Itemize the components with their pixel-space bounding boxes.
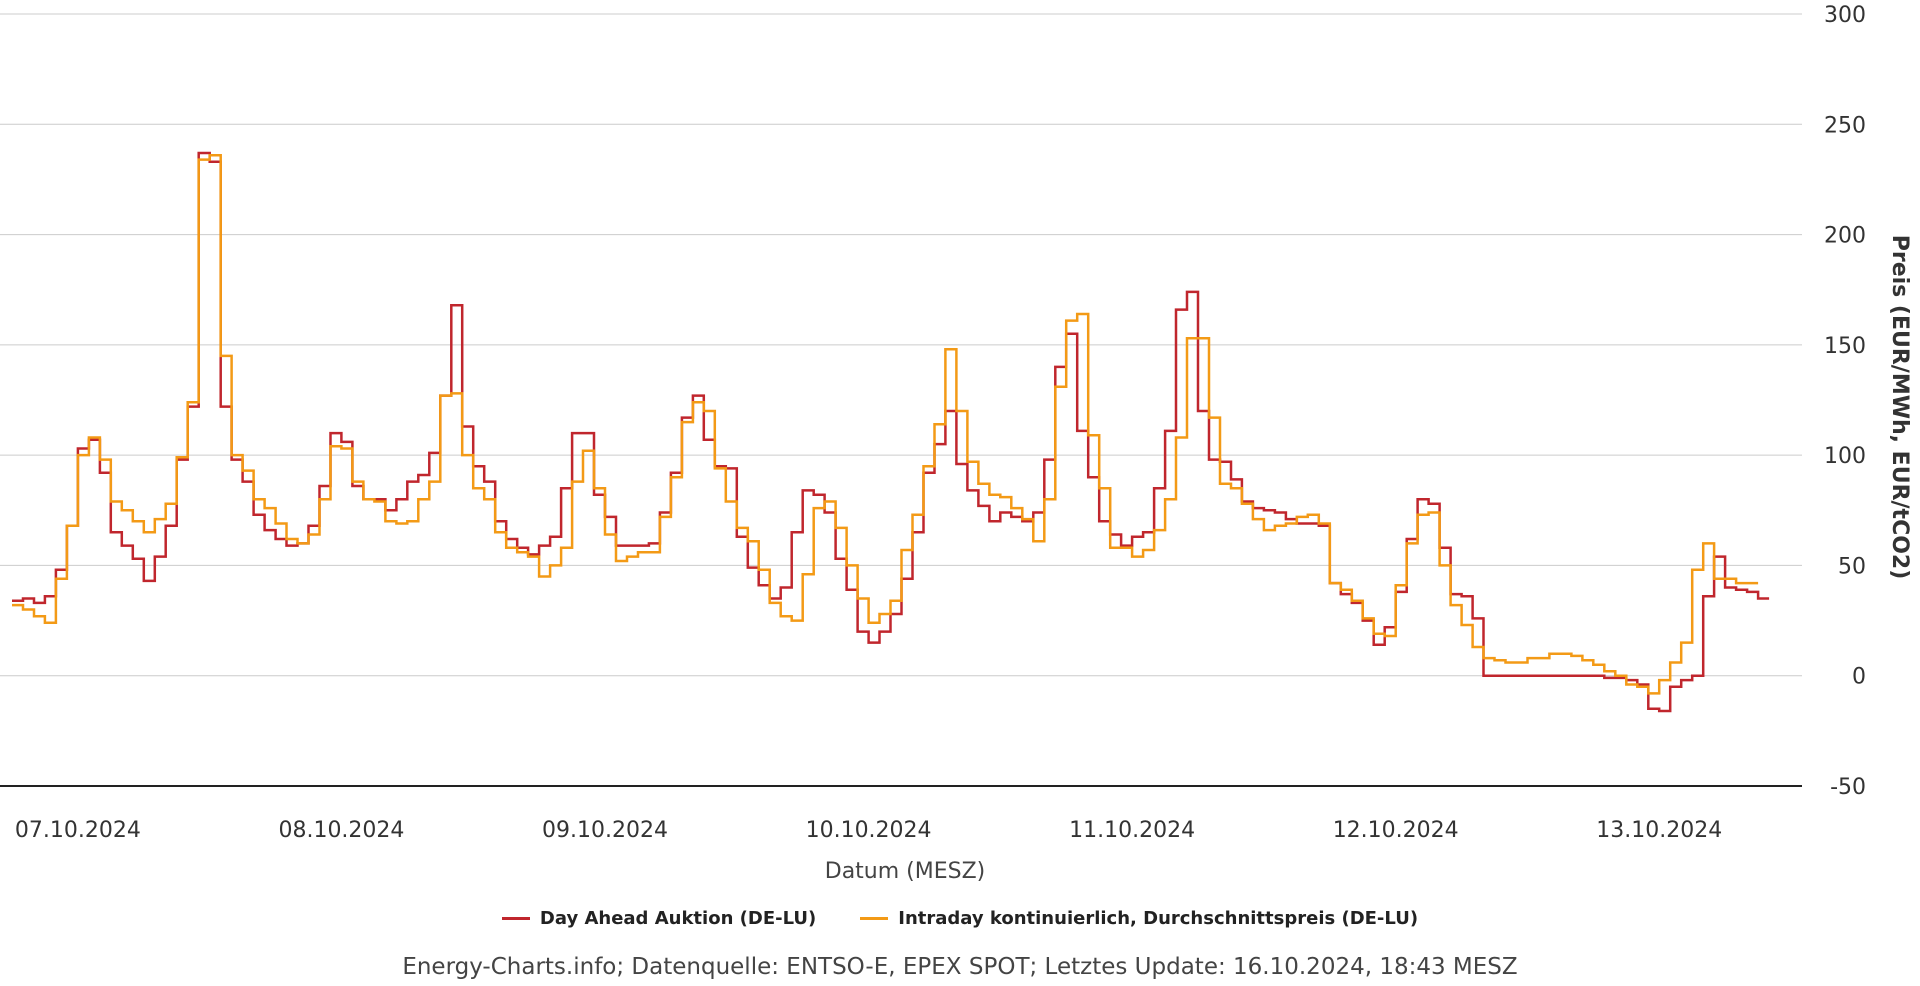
legend-item-day-ahead[interactable]: Day Ahead Auktion (DE-LU) xyxy=(501,908,817,929)
x-axis-title: Datum (MESZ) xyxy=(825,859,986,884)
legend-label-intraday: Intraday kontinuierlich, Durchschnittspr… xyxy=(898,908,1419,929)
source-footnote: Energy-Charts.info; Datenquelle: ENTSO-E… xyxy=(402,954,1518,980)
series-lines xyxy=(12,151,1770,713)
gridlines xyxy=(0,13,1802,787)
x-tick-label: 09.10.2024 xyxy=(542,818,668,843)
x-tick-label: 11.10.2024 xyxy=(1069,818,1195,843)
x-tick-label: 13.10.2024 xyxy=(1596,818,1722,843)
x-tick-label: 12.10.2024 xyxy=(1333,818,1459,843)
price-chart: 300 250 200 150 100 50 0 -50 07.10.2024 08.10.20… xyxy=(0,3,1912,884)
y-tick-label: 0 xyxy=(1852,665,1866,690)
series-line-intraday xyxy=(12,153,1759,695)
y-axis-ticks: 300 250 200 150 100 50 0 -50 xyxy=(1824,3,1866,800)
legend-label-day-ahead: Day Ahead Auktion (DE-LU) xyxy=(539,908,817,929)
y-tick-label: 250 xyxy=(1824,113,1866,138)
legend-swatch-day-ahead xyxy=(501,917,530,920)
legend-swatch-intraday xyxy=(860,917,889,920)
x-tick-label: 08.10.2024 xyxy=(278,818,404,843)
x-tick-label: 10.10.2024 xyxy=(806,818,932,843)
legend-item-intraday[interactable]: Intraday kontinuierlich, Durchschnittspr… xyxy=(860,908,1418,929)
x-tick-label: 07.10.2024 xyxy=(15,818,141,843)
y-tick-label: 150 xyxy=(1824,334,1866,359)
y-tick-label: -50 xyxy=(1830,775,1866,800)
y-tick-label: 50 xyxy=(1838,554,1866,579)
legend: Day Ahead Auktion (DE-LU) Intraday konti… xyxy=(0,908,1920,929)
series-line-day-ahead xyxy=(12,151,1770,713)
x-axis-ticks: 07.10.2024 08.10.2024 09.10.2024 10.10.2024… xyxy=(15,818,1722,843)
y-tick-label: 100 xyxy=(1824,444,1866,469)
y-tick-label: 200 xyxy=(1824,224,1866,249)
y-axis-title: Preis (EUR/MWh, EUR/tCO2) xyxy=(1887,235,1912,580)
y-tick-label: 300 xyxy=(1824,3,1866,28)
